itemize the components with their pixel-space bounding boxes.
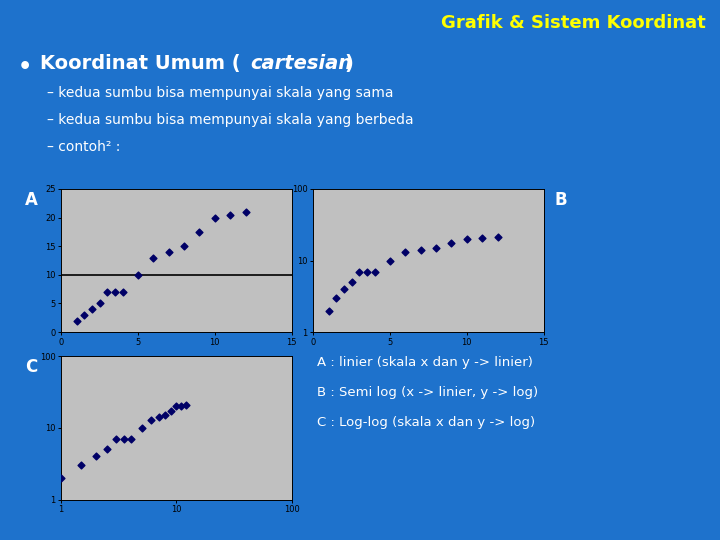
Text: ): )	[344, 54, 353, 73]
Point	[354, 267, 365, 276]
Point	[90, 452, 102, 461]
Point	[492, 233, 503, 242]
Point	[71, 316, 82, 325]
Point	[330, 294, 342, 302]
Text: •: •	[18, 57, 32, 77]
Point	[369, 267, 380, 276]
Text: A : linier (skala x dan y -> linier): A : linier (skala x dan y -> linier)	[317, 356, 533, 369]
Point	[240, 207, 251, 216]
Point	[194, 228, 205, 237]
Point	[125, 435, 136, 443]
Point	[102, 445, 113, 454]
Text: Grafik & Sistem Koordinat: Grafik & Sistem Koordinat	[441, 14, 706, 31]
Point	[117, 288, 128, 296]
Point	[180, 401, 192, 409]
Point	[163, 248, 174, 256]
Point	[136, 423, 148, 432]
Point	[110, 435, 122, 443]
Point	[118, 435, 130, 443]
Text: B : Semi log (x -> linier, y -> log): B : Semi log (x -> linier, y -> log)	[317, 386, 538, 399]
Point	[400, 248, 411, 256]
Point	[153, 413, 164, 422]
Point	[176, 401, 187, 410]
Point	[384, 256, 396, 265]
Text: C: C	[25, 358, 37, 376]
Text: Koordinat Umum (: Koordinat Umum (	[40, 54, 240, 73]
Point	[55, 474, 67, 482]
Text: A: A	[25, 191, 38, 209]
Text: – kedua sumbu bisa mempunyai skala yang sama: – kedua sumbu bisa mempunyai skala yang …	[47, 86, 393, 100]
Point	[225, 211, 236, 219]
Point	[148, 253, 159, 262]
Point	[159, 411, 171, 420]
Point	[78, 310, 90, 319]
Point	[86, 305, 98, 314]
Point	[415, 246, 426, 254]
Point	[477, 234, 488, 242]
Point	[171, 402, 182, 411]
Point	[102, 288, 113, 296]
Point	[76, 461, 87, 470]
Text: – contoh² :: – contoh² :	[47, 140, 120, 154]
Point	[179, 242, 190, 251]
Text: – kedua sumbu bisa mempunyai skala yang berbeda: – kedua sumbu bisa mempunyai skala yang …	[47, 113, 413, 127]
Point	[323, 306, 334, 315]
Text: B: B	[554, 191, 567, 209]
Point	[361, 267, 373, 276]
Point	[446, 239, 457, 247]
Point	[145, 415, 157, 424]
Point	[166, 406, 177, 415]
Point	[94, 299, 105, 308]
Point	[431, 244, 442, 252]
Point	[209, 213, 220, 222]
Point	[132, 271, 144, 279]
Text: cartesian: cartesian	[251, 54, 353, 73]
Point	[338, 285, 350, 293]
Point	[346, 278, 357, 286]
Text: C : Log-log (skala x dan y -> log): C : Log-log (skala x dan y -> log)	[317, 416, 535, 429]
Point	[109, 288, 121, 296]
Point	[461, 235, 472, 244]
